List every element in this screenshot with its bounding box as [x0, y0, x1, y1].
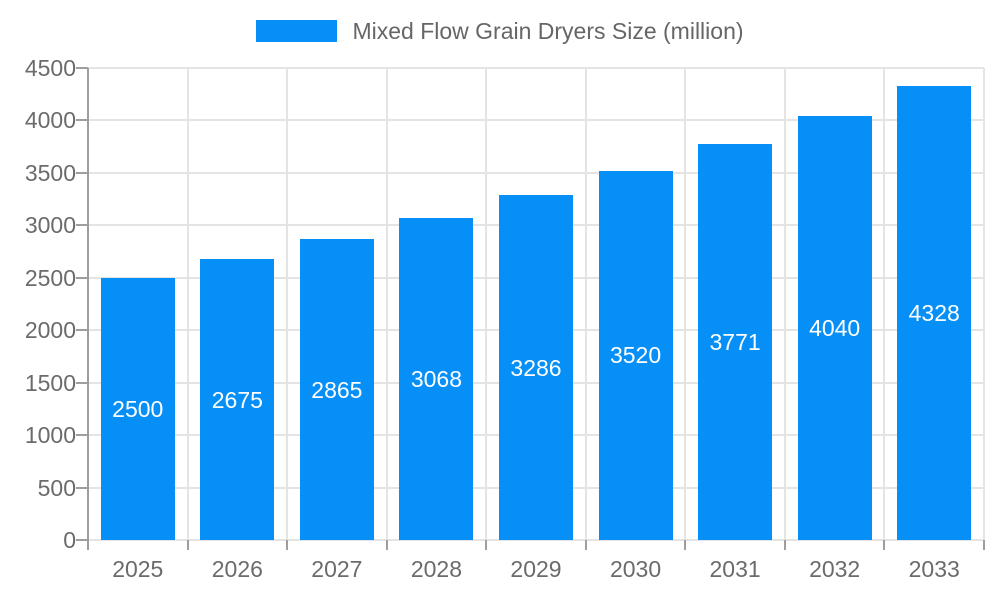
x-tick-mark	[783, 540, 786, 550]
x-tick-label: 2033	[908, 556, 960, 582]
y-tick-mark	[76, 539, 88, 541]
y-tick-mark	[76, 67, 88, 69]
bar-value-label: 3520	[609, 342, 662, 369]
bar: 2500	[100, 277, 175, 540]
y-tick-mark	[76, 486, 88, 489]
bar: 4040	[797, 116, 872, 540]
y-gridline	[88, 539, 984, 541]
x-tick-mark	[186, 540, 189, 550]
y-tick-label: 0	[63, 527, 76, 553]
y-tick-mark	[76, 119, 88, 122]
bar-value-label: 3286	[510, 354, 562, 381]
y-tick-label: 500	[37, 474, 76, 501]
y-tick-label: 2000	[24, 317, 76, 344]
y-gridline	[88, 67, 984, 69]
x-tick-mark	[286, 540, 289, 550]
x-gridline	[783, 68, 786, 540]
x-tick-label: 2030	[609, 556, 662, 582]
x-tick-mark	[883, 540, 886, 550]
x-gridline	[385, 68, 388, 540]
bar: 3286	[499, 195, 573, 540]
bar: 2675	[200, 259, 275, 540]
y-tick-label: 1500	[24, 369, 76, 396]
x-tick-label: 2029	[510, 556, 562, 582]
x-gridline	[584, 68, 587, 540]
bar-value-label: 2500	[112, 395, 164, 422]
y-tick-mark	[76, 224, 88, 227]
x-gridline	[983, 68, 985, 540]
y-tick-label: 2500	[24, 264, 76, 291]
bar: 3771	[698, 144, 773, 540]
y-gridline	[88, 171, 984, 174]
bar-value-label: 3068	[410, 366, 463, 393]
x-gridline	[485, 68, 488, 540]
bar: 2865	[299, 239, 374, 540]
x-tick-mark	[684, 540, 687, 550]
y-tick-label: 3500	[24, 159, 76, 186]
y-tick-mark	[76, 434, 88, 437]
chart-legend: Mixed Flow Grain Dryers Size (million)	[0, 18, 1000, 44]
x-tick-mark	[584, 540, 587, 550]
legend-label: Mixed Flow Grain Dryers Size (million)	[352, 17, 744, 44]
y-tick-label: 4500	[24, 55, 76, 81]
x-tick-label: 2025	[112, 556, 164, 582]
x-gridline	[186, 68, 189, 540]
bar-value-label: 2675	[211, 386, 263, 413]
x-gridline	[286, 68, 289, 540]
bar-value-label: 4328	[908, 300, 960, 326]
bar-value-label: 4040	[809, 315, 861, 342]
bar-value-label: 2865	[311, 376, 363, 403]
bar: 4328	[897, 86, 972, 540]
x-tick-mark	[485, 540, 488, 550]
y-tick-label: 3000	[24, 212, 76, 239]
y-gridline	[88, 119, 984, 122]
x-tick-label: 2026	[211, 556, 263, 582]
x-tick-label: 2028	[410, 556, 463, 582]
y-tick-mark	[76, 171, 88, 174]
bar: 3068	[399, 218, 474, 540]
y-tick-mark	[76, 381, 88, 384]
bar-value-label: 3771	[709, 329, 761, 356]
legend-swatch	[256, 20, 338, 42]
bar: 3520	[598, 170, 673, 540]
y-axis-line	[87, 68, 89, 550]
y-tick-mark	[76, 329, 88, 332]
x-tick-label: 2027	[311, 556, 363, 582]
x-tick-label: 2032	[809, 556, 861, 582]
y-tick-mark	[76, 276, 88, 279]
x-tick-mark	[385, 540, 388, 550]
x-tick-mark	[983, 540, 985, 550]
x-tick-label: 2031	[709, 556, 761, 582]
x-gridline	[883, 68, 886, 540]
y-tick-label: 4000	[24, 107, 76, 134]
y-tick-label: 1000	[24, 422, 76, 449]
x-gridline	[684, 68, 687, 540]
